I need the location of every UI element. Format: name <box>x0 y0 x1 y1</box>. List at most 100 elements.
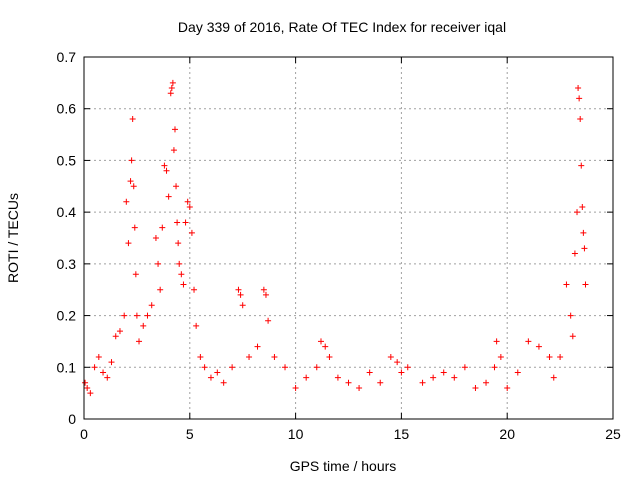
x-tick-label: 5 <box>186 426 194 442</box>
x-tick-label: 15 <box>394 426 410 442</box>
data-point <box>262 291 269 298</box>
data-point <box>493 338 500 345</box>
data-point <box>155 260 162 267</box>
data-point <box>173 183 180 190</box>
axis-ticks: 0 5 10 15 20 25 0 0.1 0.2 0.3 0.4 0.5 0.6 0.7 <box>57 49 621 442</box>
data-point <box>108 359 115 366</box>
data-point <box>237 291 244 298</box>
y-tick-label: 0.2 <box>57 308 77 324</box>
data-point <box>161 162 168 169</box>
data-point <box>366 369 373 376</box>
data-point <box>104 374 111 381</box>
data-point <box>235 286 242 293</box>
data-point <box>167 90 174 97</box>
data-point <box>168 85 175 92</box>
data-point <box>557 353 564 360</box>
data-point <box>578 162 585 169</box>
data-point <box>260 286 267 293</box>
data-point <box>191 286 198 293</box>
data-point <box>525 338 532 345</box>
data-point <box>201 364 208 371</box>
data-point <box>121 312 128 319</box>
x-tick-label: 20 <box>499 426 515 442</box>
data-point <box>140 322 147 329</box>
data-point <box>186 203 193 210</box>
data-point <box>128 157 135 164</box>
x-tick-label: 0 <box>80 426 88 442</box>
data-point <box>220 379 227 386</box>
data-point <box>313 364 320 371</box>
data-point <box>461 364 468 371</box>
data-point <box>563 281 570 288</box>
data-point <box>131 224 138 231</box>
data-point <box>303 374 310 381</box>
data-point <box>178 271 185 278</box>
data-point <box>440 369 447 376</box>
data-point <box>472 384 479 391</box>
data-point <box>254 343 261 350</box>
data-point <box>163 167 170 174</box>
data-point <box>87 390 94 397</box>
data-point <box>322 343 329 350</box>
data-point <box>491 364 498 371</box>
data-point <box>577 116 584 123</box>
y-tick-label: 0 <box>68 411 76 427</box>
data-point <box>130 183 137 190</box>
y-tick-label: 0.7 <box>57 49 77 65</box>
data-point <box>581 245 588 252</box>
chart-title: Day 339 of 2016, Rate Of TEC Index for r… <box>178 19 506 35</box>
data-point <box>576 95 583 102</box>
data-point <box>317 338 324 345</box>
data-point <box>334 374 341 381</box>
data-point <box>514 369 521 376</box>
data-point <box>497 353 504 360</box>
data-point <box>404 364 411 371</box>
data-point <box>171 126 178 133</box>
data-points <box>82 79 589 397</box>
data-point <box>535 343 542 350</box>
data-point <box>100 369 107 376</box>
data-point <box>182 219 189 226</box>
data-point <box>265 317 272 324</box>
data-point <box>451 374 458 381</box>
data-point <box>271 353 278 360</box>
data-point <box>123 198 130 205</box>
data-point <box>567 312 574 319</box>
data-point <box>246 353 253 360</box>
data-point <box>82 379 89 386</box>
y-tick-label: 0.6 <box>57 101 77 117</box>
data-point <box>356 384 363 391</box>
data-point <box>345 379 352 386</box>
data-point <box>550 374 557 381</box>
data-point <box>112 333 119 340</box>
data-point <box>579 203 586 210</box>
data-point <box>398 369 405 376</box>
data-point <box>176 260 183 267</box>
grid <box>84 57 613 419</box>
x-tick-label: 10 <box>288 426 304 442</box>
data-point <box>144 312 151 319</box>
data-point <box>292 384 299 391</box>
data-point <box>571 250 578 257</box>
data-point <box>169 79 176 86</box>
data-point <box>95 353 102 360</box>
data-point <box>175 240 182 247</box>
data-point <box>116 328 123 335</box>
y-tick-label: 0.4 <box>57 204 77 220</box>
data-point <box>127 178 134 185</box>
data-point <box>207 374 214 381</box>
x-axis-label: GPS time / hours <box>290 458 397 474</box>
y-axis-label: ROTI / TECUs <box>5 193 21 283</box>
data-point <box>165 193 172 200</box>
data-point <box>282 364 289 371</box>
data-point <box>430 374 437 381</box>
data-point <box>504 384 511 391</box>
data-point <box>174 219 181 226</box>
data-point <box>184 198 191 205</box>
data-point <box>136 338 143 345</box>
data-point <box>170 147 177 154</box>
data-point <box>132 271 139 278</box>
data-point <box>394 359 401 366</box>
